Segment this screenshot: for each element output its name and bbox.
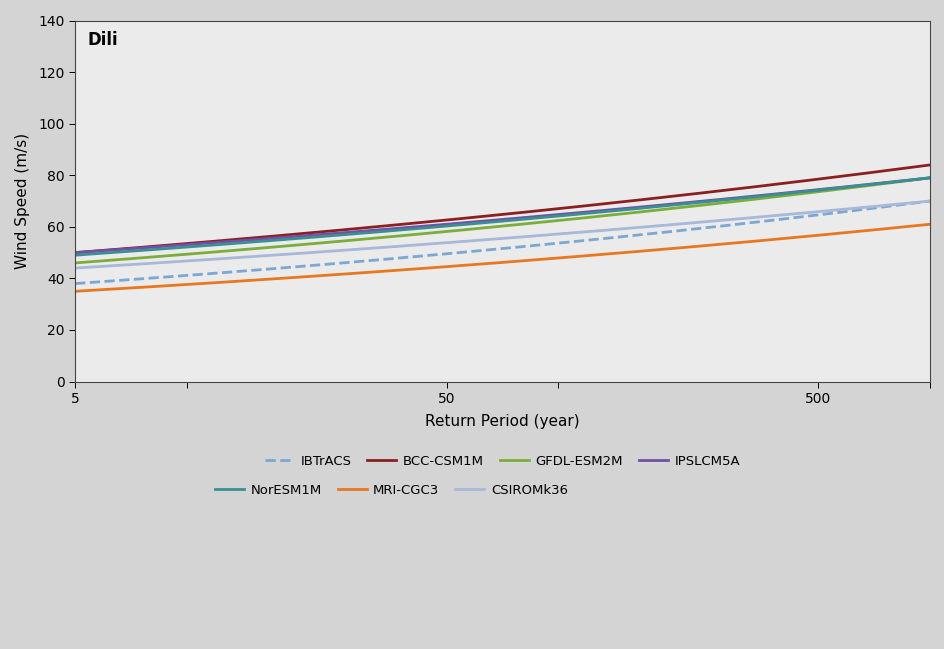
MRI-CGC3 xyxy=(769,236,781,243)
MRI-CGC3 xyxy=(902,223,914,230)
CSIROMk36 xyxy=(480,236,492,243)
IBTrACS xyxy=(480,246,492,254)
GFDL-ESM2M xyxy=(769,193,781,201)
NorESM1M xyxy=(923,174,935,182)
CSIROMk36 xyxy=(475,236,486,244)
NorESM1M xyxy=(480,219,492,227)
GFDL-ESM2M xyxy=(578,214,589,222)
IPSLCM5A xyxy=(902,176,914,184)
IBTrACS xyxy=(902,200,914,208)
BCC-CSM1M xyxy=(480,212,492,220)
NorESM1M xyxy=(475,219,486,227)
MRI-CGC3 xyxy=(480,260,492,267)
BCC-CSM1M xyxy=(769,180,781,188)
NorESM1M xyxy=(902,177,914,184)
Text: Dili: Dili xyxy=(88,31,118,49)
GFDL-ESM2M xyxy=(475,225,486,232)
Line: BCC-CSM1M: BCC-CSM1M xyxy=(75,165,929,252)
IPSLCM5A xyxy=(475,217,486,225)
IBTrACS xyxy=(475,247,486,254)
MRI-CGC3 xyxy=(531,256,543,263)
IBTrACS xyxy=(769,216,781,224)
NorESM1M xyxy=(578,210,589,217)
CSIROMk36 xyxy=(69,264,80,272)
CSIROMk36 xyxy=(902,199,914,207)
IBTrACS xyxy=(578,237,589,245)
Y-axis label: Wind Speed (m/s): Wind Speed (m/s) xyxy=(15,133,30,269)
Line: GFDL-ESM2M: GFDL-ESM2M xyxy=(75,178,929,263)
GFDL-ESM2M xyxy=(531,219,543,227)
BCC-CSM1M xyxy=(923,161,935,169)
IPSLCM5A xyxy=(769,190,781,198)
Line: NorESM1M: NorESM1M xyxy=(75,178,929,255)
MRI-CGC3 xyxy=(475,260,486,268)
CSIROMk36 xyxy=(531,232,543,239)
NorESM1M xyxy=(531,214,543,222)
NorESM1M xyxy=(69,251,80,259)
IPSLCM5A xyxy=(69,249,80,256)
X-axis label: Return Period (year): Return Period (year) xyxy=(425,414,580,430)
Line: MRI-CGC3: MRI-CGC3 xyxy=(75,225,929,291)
Line: IPSLCM5A: IPSLCM5A xyxy=(75,178,929,252)
Line: IBTrACS: IBTrACS xyxy=(75,201,929,284)
NorESM1M xyxy=(769,191,781,199)
IPSLCM5A xyxy=(531,212,543,220)
MRI-CGC3 xyxy=(578,252,589,260)
MRI-CGC3 xyxy=(923,221,935,228)
BCC-CSM1M xyxy=(902,164,914,171)
GFDL-ESM2M xyxy=(69,259,80,267)
CSIROMk36 xyxy=(923,197,935,205)
IPSLCM5A xyxy=(480,217,492,225)
IBTrACS xyxy=(531,241,543,249)
IPSLCM5A xyxy=(923,174,935,182)
CSIROMk36 xyxy=(578,228,589,236)
GFDL-ESM2M xyxy=(902,177,914,184)
Line: CSIROMk36: CSIROMk36 xyxy=(75,201,929,268)
IBTrACS xyxy=(923,197,935,205)
BCC-CSM1M xyxy=(531,207,543,215)
GFDL-ESM2M xyxy=(923,174,935,182)
BCC-CSM1M xyxy=(578,202,589,210)
GFDL-ESM2M xyxy=(480,224,492,232)
CSIROMk36 xyxy=(769,212,781,219)
Legend: NorESM1M, MRI-CGC3, CSIROMk36: NorESM1M, MRI-CGC3, CSIROMk36 xyxy=(210,478,573,502)
MRI-CGC3 xyxy=(69,288,80,295)
BCC-CSM1M xyxy=(69,249,80,256)
IPSLCM5A xyxy=(578,208,589,216)
IBTrACS xyxy=(69,280,80,288)
BCC-CSM1M xyxy=(475,213,486,221)
